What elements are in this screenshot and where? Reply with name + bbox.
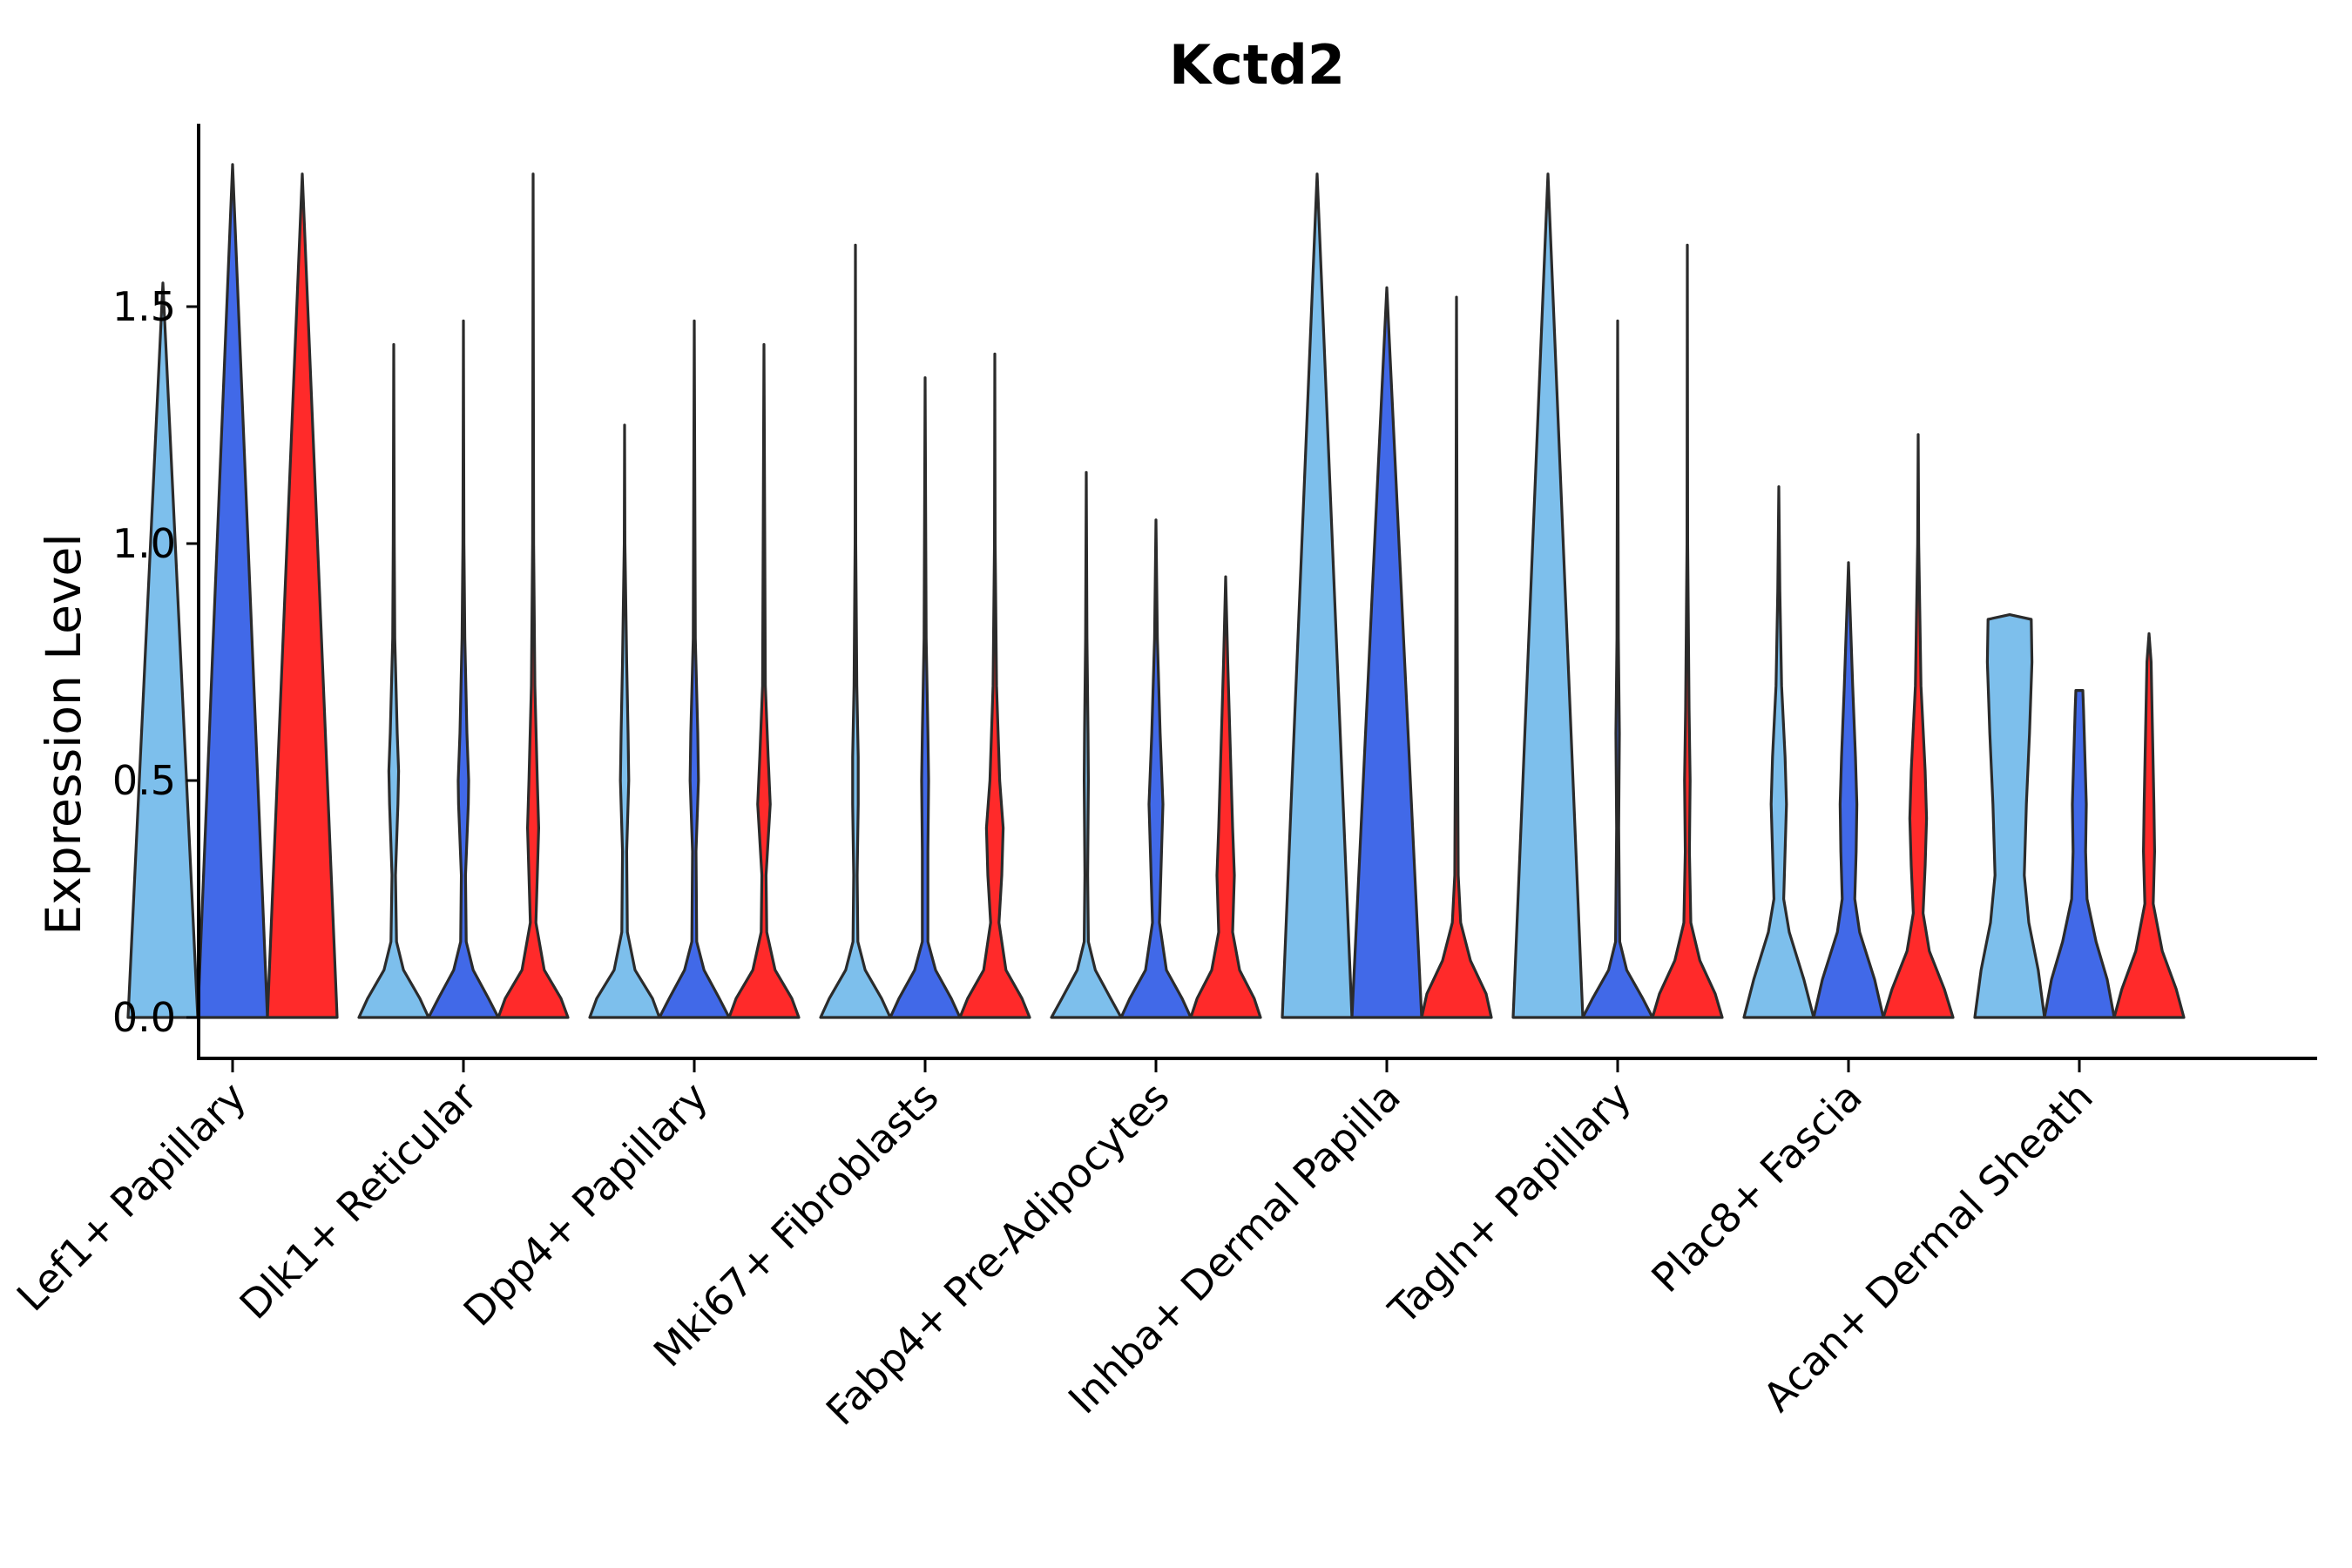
violin [658,319,731,1019]
violin [1281,172,1354,1019]
violin [1420,295,1493,1019]
y-tick-label: 1.5 [112,283,176,330]
violin [427,319,500,1019]
axes [197,124,2317,1060]
violin [889,376,962,1019]
x-tick-label: Dpp4+ Papillary [455,1073,717,1335]
violin [1882,433,1955,1019]
violin [2112,632,2186,1019]
violin [1812,561,1885,1019]
chart-title: Kctd2 [1169,33,1345,97]
violin [1511,172,1585,1019]
violin [126,281,199,1019]
violin [727,342,801,1019]
violin [958,352,1031,1019]
violin [588,423,661,1019]
violin-group [126,163,2186,1019]
violin [1350,286,1423,1019]
violin [497,172,570,1019]
violin [1651,243,1724,1019]
violin [266,172,339,1019]
y-ticks: 0.0 0.5 1.0 1.5 [112,283,199,1041]
y-tick-label: 0.5 [112,757,176,804]
violin [196,163,269,1019]
x-tick-label: Dlk1+ Reticular [231,1073,486,1328]
x-tick-label: Lef1+ Papillary [8,1073,255,1321]
violin [1050,470,1123,1019]
violin [2043,689,2116,1019]
violin [357,342,430,1019]
violin [1581,319,1654,1019]
y-axis-label: Expression Level [36,533,91,935]
violin [1189,575,1262,1019]
violin [819,243,892,1019]
y-tick-label: 1.0 [112,520,176,567]
x-tick-label: Plac8+ Fascia [1642,1073,1870,1301]
violin [1973,613,2046,1019]
violin [1742,485,1815,1019]
y-tick-label: 0.0 [112,994,176,1041]
x-tick-label: Tagln+ Papillary [1379,1073,1640,1335]
violin [1119,518,1193,1019]
